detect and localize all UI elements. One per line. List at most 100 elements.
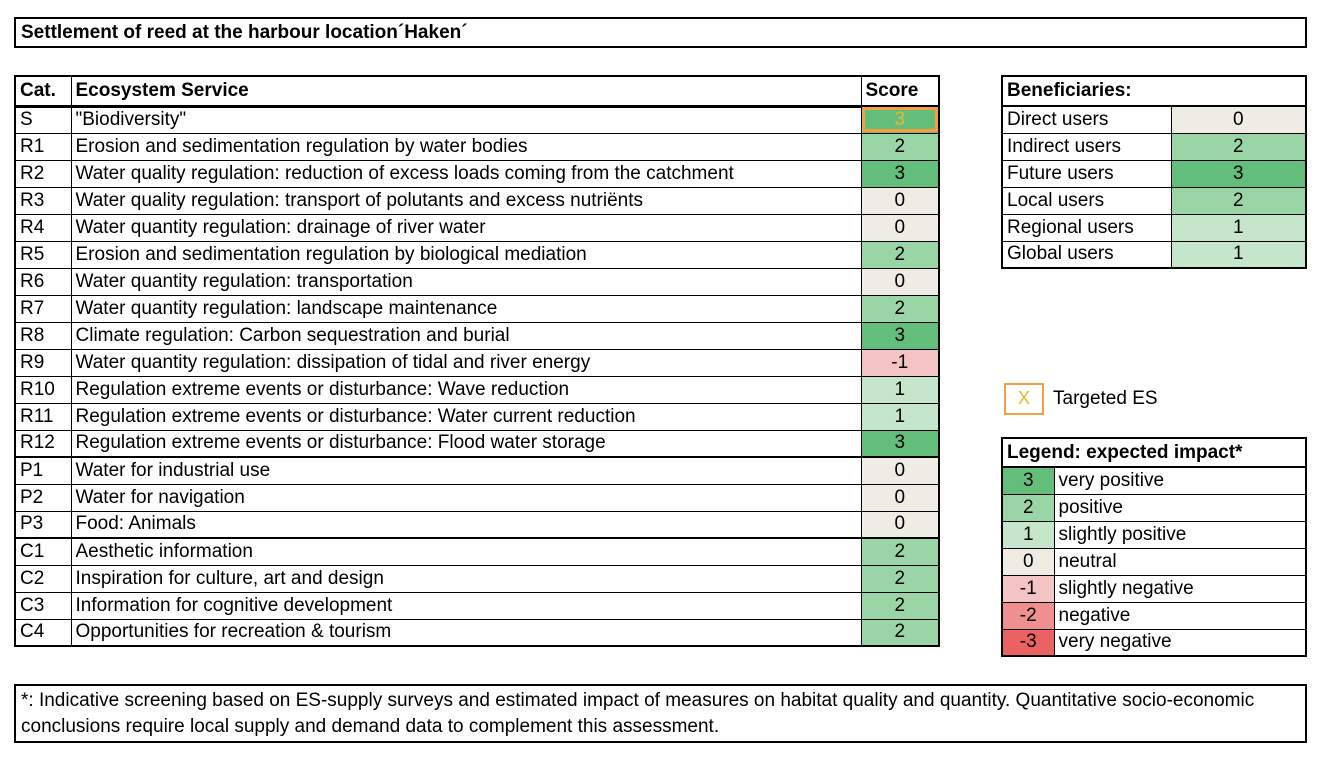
beneficiary-label: Future users bbox=[1002, 159, 1172, 187]
category-cell: R8 bbox=[15, 321, 72, 349]
header-score: Score bbox=[861, 76, 939, 108]
table-row: R9 Water quantity regulation: dissipation… bbox=[15, 348, 939, 376]
legend-row: -2 negative bbox=[1002, 601, 1306, 629]
category-cell: P1 bbox=[15, 456, 72, 484]
score-cell: 2 bbox=[861, 240, 939, 268]
legend-row: 2 positive bbox=[1002, 493, 1306, 521]
service-cell: Erosion and sedimentation regulation by … bbox=[71, 240, 862, 268]
legend-label: slightly negative bbox=[1054, 574, 1306, 602]
legend-label: neutral bbox=[1054, 547, 1306, 575]
table-row: R10 Regulation extreme events or disturba… bbox=[15, 375, 939, 403]
beneficiaries-table: Beneficiaries: Direct users 0 Indirect use… bbox=[1001, 75, 1307, 269]
category-cell: R5 bbox=[15, 240, 72, 268]
score-cell: 0 bbox=[861, 186, 939, 214]
beneficiary-label: Local users bbox=[1002, 186, 1172, 214]
service-cell: Information for cognitive development bbox=[71, 591, 862, 619]
score-cell: 0 bbox=[861, 267, 939, 295]
table-row: S "Biodiversity" 3 bbox=[15, 105, 939, 133]
score-cell: 3 bbox=[861, 429, 939, 457]
service-cell: Climate regulation: Carbon sequestration… bbox=[71, 321, 862, 349]
service-cell: "Biodiversity" bbox=[71, 105, 862, 133]
score-cell: 2 bbox=[861, 564, 939, 592]
beneficiary-value: 1 bbox=[1171, 213, 1306, 241]
beneficiary-value: 1 bbox=[1171, 240, 1306, 268]
service-cell: Water quantity regulation: transportatio… bbox=[71, 267, 862, 295]
category-cell: R1 bbox=[15, 132, 72, 160]
category-cell: R6 bbox=[15, 267, 72, 295]
score-cell: 0 bbox=[861, 456, 939, 484]
service-cell: Water for navigation bbox=[71, 483, 862, 511]
beneficiary-label: Indirect users bbox=[1002, 132, 1172, 160]
table-row: P1 Water for industrial use 0 bbox=[15, 456, 939, 484]
score-cell: 2 bbox=[861, 618, 939, 646]
header-cat: Cat. bbox=[15, 76, 72, 108]
legend-row: 3 very positive bbox=[1002, 466, 1306, 494]
score-cell: -1 bbox=[861, 348, 939, 376]
table-row: P2 Water for navigation 0 bbox=[15, 483, 939, 511]
table-row: R6 Water quantity regulation: transportat… bbox=[15, 267, 939, 295]
legend-value: -3 bbox=[1002, 628, 1055, 656]
table-row: R11 Regulation extreme events or disturba… bbox=[15, 402, 939, 430]
service-cell: Water quantity regulation: landscape mai… bbox=[71, 294, 862, 322]
table-row: R2 Water quality regulation: reduction of… bbox=[15, 159, 939, 187]
score-cell: 2 bbox=[861, 537, 939, 565]
category-cell: R10 bbox=[15, 375, 72, 403]
beneficiary-value: 3 bbox=[1171, 159, 1306, 187]
category-cell: R2 bbox=[15, 159, 72, 187]
service-cell: Food: Animals bbox=[71, 510, 862, 538]
category-cell: C3 bbox=[15, 591, 72, 619]
table-row: R3 Water quality regulation: transport of… bbox=[15, 186, 939, 214]
service-cell: Water quality regulation: transport of p… bbox=[71, 186, 862, 214]
legend-label: very positive bbox=[1054, 466, 1306, 494]
category-cell: S bbox=[15, 105, 72, 133]
service-cell: Aesthetic information bbox=[71, 537, 862, 565]
service-cell: Water for industrial use bbox=[71, 456, 862, 484]
beneficiary-value: 0 bbox=[1171, 105, 1306, 133]
service-cell: Regulation extreme events or disturbance… bbox=[71, 429, 862, 457]
table-header-row: Cat. Ecosystem Service Score bbox=[15, 76, 939, 108]
service-cell: Water quality regulation: reduction of e… bbox=[71, 159, 862, 187]
score-cell: 2 bbox=[861, 294, 939, 322]
beneficiary-label: Global users bbox=[1002, 240, 1172, 268]
score-cell: 3 bbox=[861, 159, 939, 187]
beneficiary-value: 2 bbox=[1171, 132, 1306, 160]
table-row: P3 Food: Animals 0 bbox=[15, 510, 939, 538]
targeted-es-label: Targeted ES bbox=[1053, 388, 1158, 409]
beneficiary-row: Direct users 0 bbox=[1002, 105, 1306, 133]
beneficiary-row: Local users 2 bbox=[1002, 186, 1306, 214]
legend-row: -1 slightly negative bbox=[1002, 574, 1306, 602]
legend-value: 3 bbox=[1002, 466, 1055, 494]
category-cell: R4 bbox=[15, 213, 72, 241]
table-row: R7 Water quantity regulation: landscape m… bbox=[15, 294, 939, 322]
beneficiaries-header: Beneficiaries: bbox=[1002, 76, 1306, 107]
beneficiary-label: Direct users bbox=[1002, 105, 1172, 133]
page-title: Settlement of reed at the harbour locati… bbox=[14, 17, 1307, 48]
table-row: R4 Water quantity regulation: drainage of… bbox=[15, 213, 939, 241]
table-row: C1 Aesthetic information 2 bbox=[15, 537, 939, 565]
legend-value: -1 bbox=[1002, 574, 1055, 602]
category-cell: C4 bbox=[15, 618, 72, 646]
category-cell: P2 bbox=[15, 483, 72, 511]
legend-value: -2 bbox=[1002, 601, 1055, 629]
table-row: R1 Erosion and sedimentation regulation b… bbox=[15, 132, 939, 160]
score-cell: 2 bbox=[861, 132, 939, 160]
legend-row: 0 neutral bbox=[1002, 547, 1306, 575]
legend-label: positive bbox=[1054, 493, 1306, 521]
service-cell: Inspiration for culture, art and design bbox=[71, 564, 862, 592]
legend-label: slightly positive bbox=[1054, 520, 1306, 548]
score-cell: 1 bbox=[861, 375, 939, 403]
category-cell: R3 bbox=[15, 186, 72, 214]
beneficiary-label: Regional users bbox=[1002, 213, 1172, 241]
table-row: R5 Erosion and sedimentation regulation b… bbox=[15, 240, 939, 268]
score-cell: 3 bbox=[861, 105, 939, 133]
legend-value: 1 bbox=[1002, 520, 1055, 548]
ecosystem-services-table: Cat. Ecosystem Service Score S "Biodivers… bbox=[14, 75, 940, 647]
score-cell: 0 bbox=[861, 510, 939, 538]
legend-row: -3 very negative bbox=[1002, 628, 1306, 656]
score-cell: 2 bbox=[861, 591, 939, 619]
table-row: C4 Opportunities for recreation & tourism… bbox=[15, 618, 939, 646]
legend-header: Legend: expected impact* bbox=[1002, 438, 1306, 468]
service-cell: Opportunities for recreation & tourism bbox=[71, 618, 862, 646]
category-cell: C2 bbox=[15, 564, 72, 592]
beneficiary-row: Indirect users 2 bbox=[1002, 132, 1306, 160]
